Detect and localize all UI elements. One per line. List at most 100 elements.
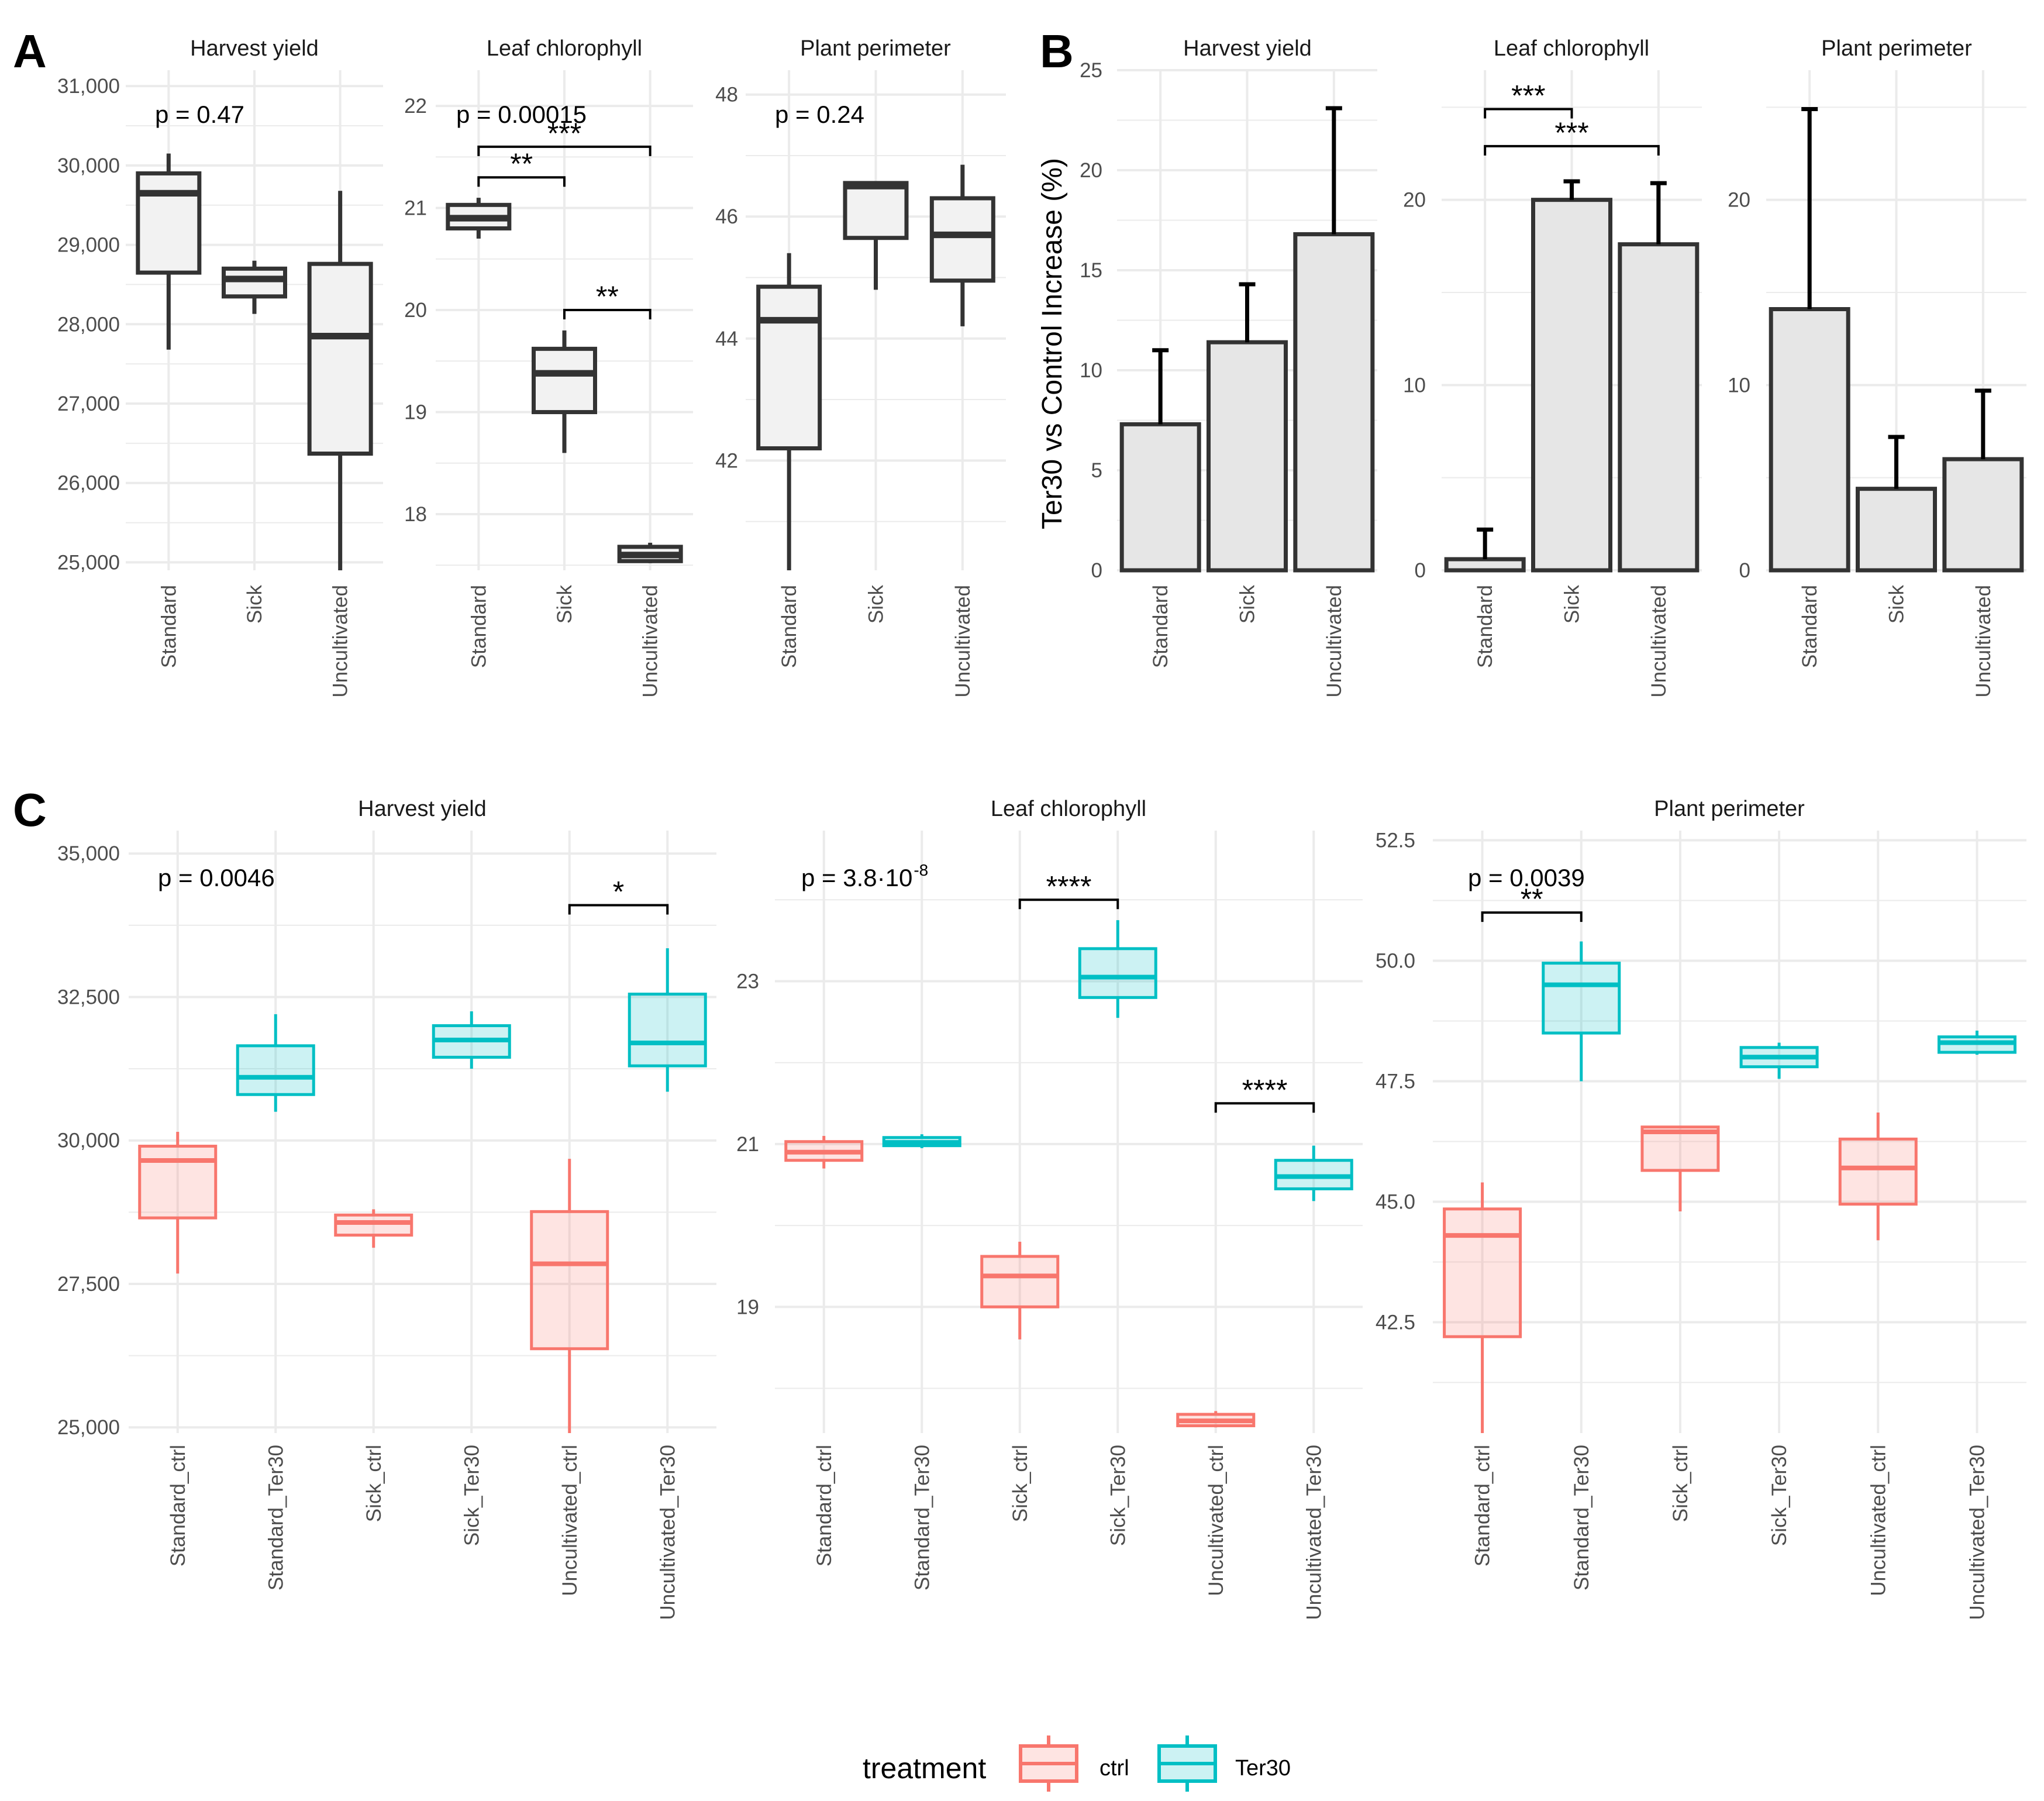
box-uncultivated [929, 164, 995, 326]
x-tick-label: Uncultivated_Ter30 [1302, 1445, 1325, 1620]
y-tick-label: 46 [715, 205, 738, 228]
box-body [136, 171, 202, 275]
box-body [334, 1213, 413, 1237]
bar-standard [1119, 348, 1201, 573]
bar [1119, 422, 1201, 573]
box-body [236, 1044, 315, 1096]
bracket-label: ** [596, 280, 619, 313]
box-sick [532, 330, 597, 453]
bar-standard [1769, 107, 1850, 573]
bar [1856, 487, 1937, 573]
facet-b-2: Leaf chlorophyll 0 10 20 Standard Sick Unculti… [1403, 36, 1702, 698]
bar-sick [1531, 179, 1612, 573]
x-tick-label: Uncultivated_ctrl [559, 1445, 581, 1596]
facet-a-3: Plant perimeter 42 44 46 48 Standard Sick Uncul… [715, 36, 1006, 698]
facet-b-3: Plant perimeter 0 10 20 Standard Sick Uncultiv… [1728, 36, 2026, 698]
box-standard_ctrl [138, 1132, 218, 1274]
x-tick-label: Uncultivated_ctrl [1867, 1445, 1890, 1596]
x-tick-label: Standard [778, 585, 801, 668]
y-tick-label: 35,000 [57, 842, 120, 865]
box-standard [756, 253, 822, 570]
significance-bracket: * [568, 876, 669, 915]
p-value: p = 3.8·10 [801, 864, 912, 891]
bracket-label: **** [1046, 870, 1092, 903]
bar [1769, 307, 1850, 573]
bracket-line [477, 145, 652, 156]
box-body [222, 266, 287, 299]
legend-label-ctrl: ctrl [1099, 1756, 1129, 1781]
legend-key-ctrl [1019, 1735, 1078, 1792]
y-tick-label: 27,000 [57, 392, 120, 415]
y-tick-label: 10 [1403, 374, 1426, 397]
facet-title: Leaf chlorophyll [1494, 36, 1649, 61]
bar-standard [1444, 527, 1526, 573]
y-tick-label: 30,000 [57, 1130, 120, 1152]
y-tick-label: 20 [404, 299, 427, 322]
x-tick-label: Sick [865, 585, 888, 624]
bracket-label: *** [1554, 116, 1588, 149]
x-tick-label: Sick_ctrl [363, 1445, 385, 1522]
x-tick-label: Standard [467, 585, 490, 668]
facet-title: Harvest yield [1183, 36, 1312, 61]
box-uncultivated_ter30 [628, 948, 707, 1092]
y-tick-label: 28,000 [57, 313, 120, 336]
y-tick-label: 20 [1728, 189, 1750, 212]
box-uncultivated [617, 542, 683, 563]
significance-bracket: **** [1018, 870, 1119, 910]
box-body [1443, 1207, 1522, 1338]
y-tick-label: 20 [1080, 159, 1102, 182]
panel-letter-b: B [1040, 25, 1074, 77]
y-tick-label: 48 [715, 84, 738, 106]
y-tick-label: 10 [1728, 374, 1750, 397]
x-tick-label: Sick [1886, 585, 1908, 624]
facet-title: Plant perimeter [800, 36, 951, 61]
x-tick-label: Sick [1236, 585, 1259, 624]
y-tick-label: 19 [736, 1296, 759, 1318]
box-standard_ter30 [236, 1014, 315, 1112]
x-tick-label: Sick [1561, 585, 1584, 624]
x-tick-label: Sick_Ter30 [1768, 1445, 1791, 1546]
facet-title: Harvest yield [190, 36, 319, 61]
box-sick_ter30 [1739, 1042, 1819, 1079]
bracket-line [568, 904, 669, 915]
facet-c-3: Plant perimeter 42.5 45.0 47.5 50.0 52.5 Stand… [1376, 797, 2026, 1620]
p-value-exponent: -8 [914, 861, 928, 879]
box-body [929, 196, 995, 283]
x-tick-label: Uncultivated_Ter30 [1966, 1445, 1988, 1620]
bracket-line [477, 176, 566, 187]
x-tick-label: Sick_ctrl [1669, 1445, 1692, 1522]
x-tick-label: Sick_Ter30 [460, 1445, 483, 1546]
bracket-line [1484, 108, 1573, 119]
box-uncultivated_ctrl [1838, 1113, 1918, 1241]
box-body [1640, 1125, 1720, 1172]
y-tick-label: 5 [1091, 459, 1102, 482]
x-tick-label: Uncultivated [329, 585, 352, 698]
x-tick-label: Uncultivated [1323, 585, 1346, 698]
box-body [138, 1145, 218, 1220]
bracket-label: ** [510, 147, 533, 180]
y-tick-label: 23 [736, 970, 759, 993]
bar-uncultivated [1618, 181, 1700, 573]
x-tick-label: Uncultivated_Ter30 [656, 1445, 679, 1620]
facet-title: Plant perimeter [1654, 797, 1805, 821]
bar [1444, 557, 1526, 573]
x-tick-label: Sick [243, 585, 266, 624]
x-tick-label: Uncultivated [639, 585, 662, 698]
y-tick-label: 45.0 [1376, 1190, 1415, 1213]
y-tick-label: 42.5 [1376, 1311, 1415, 1334]
x-tick-label: Sick_ctrl [1009, 1445, 1032, 1522]
bracket-line [1018, 898, 1119, 910]
y-tick-label: 44 [715, 328, 738, 350]
y-tick-label: 25,000 [57, 1416, 120, 1439]
bar-sick [1856, 435, 1937, 573]
x-tick-label: Standard_Ter30 [911, 1445, 933, 1590]
y-tick-label: 0 [1091, 559, 1102, 582]
y-tick-label: 21 [736, 1133, 759, 1156]
box-body [532, 346, 597, 415]
x-tick-label: Standard_ctrl [813, 1445, 836, 1566]
box-body [1542, 962, 1621, 1035]
legend-key-ter30 [1157, 1735, 1217, 1792]
box-body [1838, 1137, 1918, 1206]
box-standard_ter30 [882, 1134, 961, 1148]
y-tick-label: 25,000 [57, 551, 120, 574]
